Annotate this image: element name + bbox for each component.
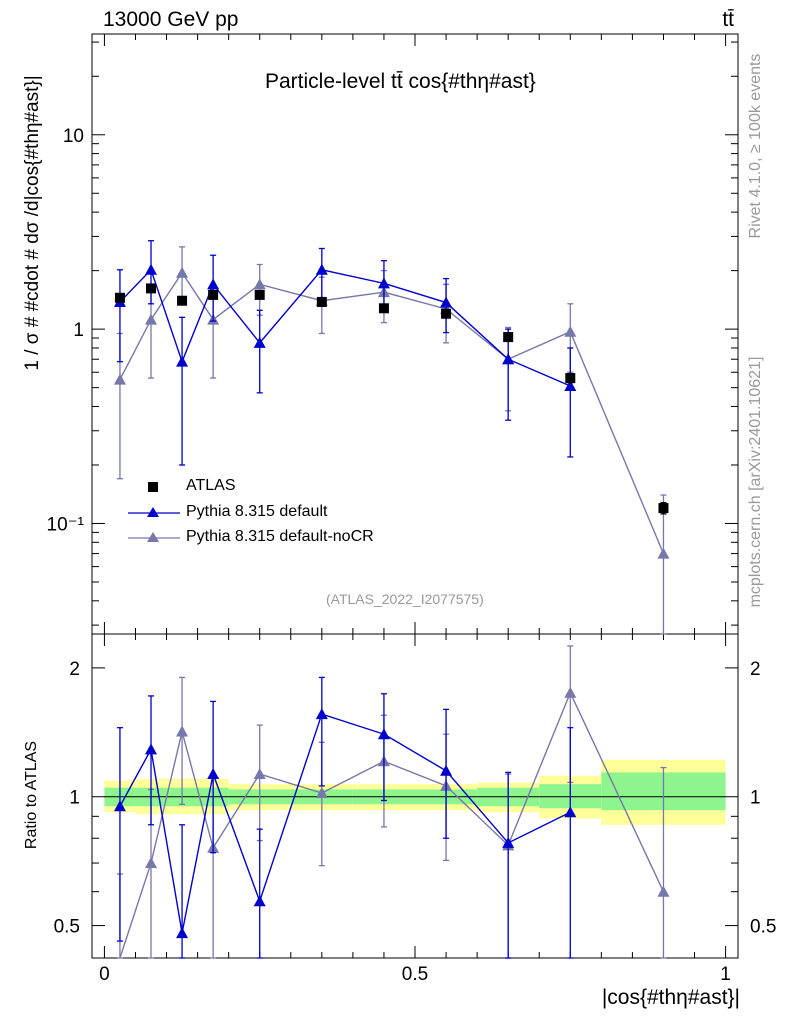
ratio-default-line <box>119 713 571 934</box>
x-tick-label: 1 <box>720 964 731 985</box>
main-atlas-point <box>441 308 452 319</box>
energy-label: 13000 GeV pp <box>103 8 239 31</box>
main-atlas-point <box>208 289 219 300</box>
main-plot-frame <box>91 33 739 635</box>
main-y-tick-label: 1 <box>73 320 84 341</box>
ratio-nocr-line <box>119 690 665 959</box>
ratio-default-point <box>502 836 515 848</box>
ratio-nocr-point <box>657 885 670 897</box>
ratio-nocr-point <box>145 857 158 869</box>
main-atlas-point <box>254 289 265 300</box>
ratio-default-point <box>315 708 328 720</box>
main-default-point <box>564 379 577 391</box>
x-axis-label: |cos{#thη#ast}| <box>601 986 740 1009</box>
main-nocr-point <box>657 547 670 559</box>
legend-atlas-marker <box>148 482 158 492</box>
x-tick-label: 0 <box>99 964 110 985</box>
main-default-point <box>377 277 390 289</box>
main-default-point <box>440 296 453 308</box>
main-nocr-point <box>113 373 126 385</box>
ratio-default-point <box>440 764 453 776</box>
legend-default-label: Pythia 8.315 default <box>186 503 328 520</box>
main-default-point <box>253 336 266 348</box>
main-y-tick-label: 10⁻¹ <box>47 514 85 535</box>
legend-nocr-label: Pythia 8.315 default-noCR <box>186 528 374 545</box>
ratio-nocr-point <box>253 768 266 780</box>
main-default-line <box>119 268 571 387</box>
main-default-point <box>145 263 158 275</box>
main-atlas-point <box>177 295 188 306</box>
ratio-y-tick-label: 0.5 <box>54 917 80 938</box>
main-default-point <box>176 355 189 367</box>
main-nocr-point <box>564 325 577 337</box>
plot-title: Particle-level tt̄ cos{#thη#ast} <box>265 70 536 93</box>
ratio-y-tick-label: 1 <box>69 788 80 809</box>
ratio-default-point <box>564 806 577 818</box>
main-y-tick-label: 10 <box>63 126 84 147</box>
legend: ATLAS Pythia 8.315 default Pythia 8.315 … <box>120 474 440 554</box>
main-atlas-point <box>658 503 669 514</box>
x-tick-label: 0.5 <box>402 964 428 985</box>
legend-default-marker <box>147 507 159 517</box>
ratio-nocr-point <box>564 686 577 698</box>
ratio-default-point <box>377 728 390 740</box>
process-label: tt̄ <box>722 8 734 31</box>
main-default-point <box>315 263 328 275</box>
ratio-y-tick-label: 2 <box>69 659 80 680</box>
legend-nocr-marker <box>147 532 159 542</box>
main-nocr-point <box>253 278 266 290</box>
main-atlas-point <box>146 283 157 294</box>
main-atlas-point <box>503 332 514 343</box>
main-atlas-point <box>316 296 327 307</box>
ratio-default-point <box>176 927 189 939</box>
main-nocr-point <box>176 266 189 278</box>
ratio-default-point <box>253 895 266 907</box>
ratio-y-tick-label-right: 2 <box>750 659 761 680</box>
ratio-default-point <box>207 768 220 780</box>
main-atlas-point <box>114 292 125 303</box>
main-nocr-point <box>145 313 158 325</box>
main-atlas-point <box>565 373 576 384</box>
analysis-id: (ATLAS_2022_I2077575) <box>326 591 484 607</box>
ratio-nocr-point <box>315 787 328 799</box>
legend-markers <box>128 482 180 542</box>
main-atlas-point <box>378 303 389 314</box>
ratio-y-tick-label-right: 1 <box>750 788 761 809</box>
ratio-y-tick-label-right: 0.5 <box>750 917 776 938</box>
ratio-default-point <box>113 800 126 812</box>
ratio-default-point <box>145 743 158 755</box>
main-default-point <box>502 353 515 365</box>
ratio-nocr-point <box>176 725 189 737</box>
main-default-point <box>207 278 220 290</box>
legend-atlas-label: ATLAS <box>186 477 236 494</box>
